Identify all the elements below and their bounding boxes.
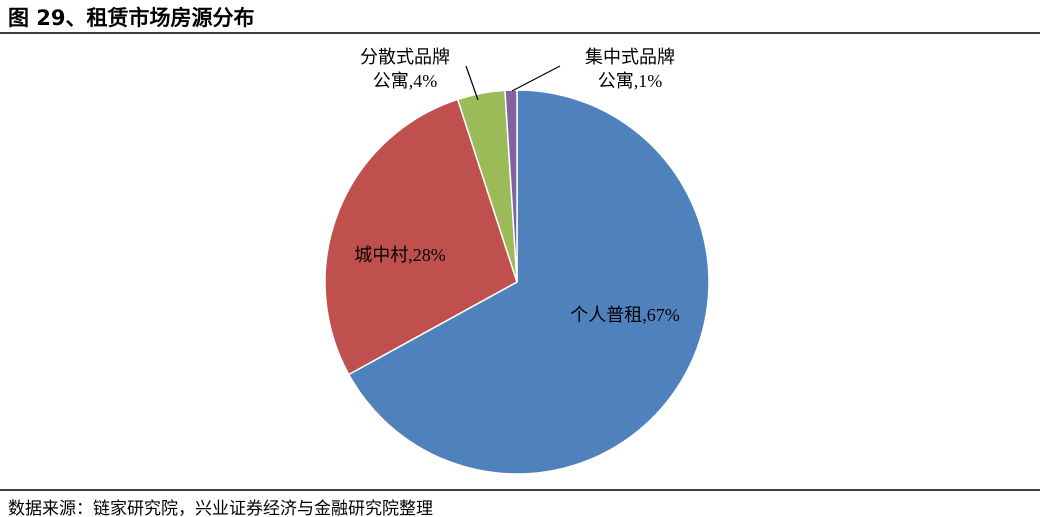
leader-line: [465, 65, 479, 101]
pie-slice: [504, 89, 518, 283]
data-label: 集中式品牌公寓,1%: [585, 47, 675, 91]
data-label: 分散式品牌公寓,4%: [360, 47, 450, 91]
chart-title: 图 29、租赁市场房源分布: [8, 6, 255, 30]
leader-line: [511, 65, 561, 92]
pie-slice: [324, 98, 518, 376]
data-label: 个人普租,67%: [570, 305, 680, 325]
pie-slice: [347, 89, 710, 475]
data-label: 城中村,28%: [354, 245, 446, 265]
source-note: 数据来源：链家研究院，兴业证券经济与金融研究院整理: [8, 499, 433, 517]
